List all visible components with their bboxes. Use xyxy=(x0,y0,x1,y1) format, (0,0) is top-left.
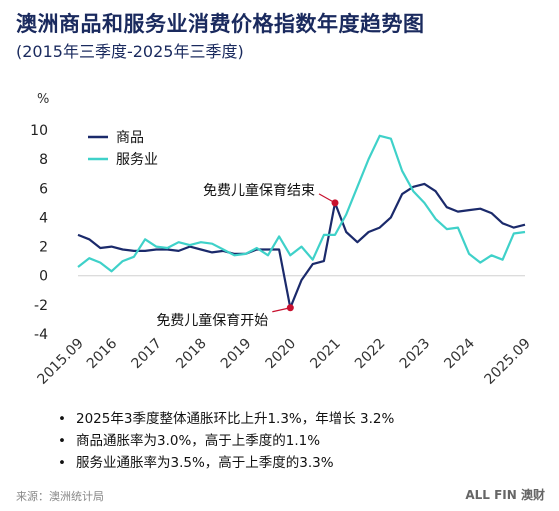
annotation-marker xyxy=(286,304,294,312)
note-item: 2025年3季度整体通胀环比上升1.3%，年增长 3.2% xyxy=(58,408,394,430)
notes-list: 2025年3季度整体通胀环比上升1.3%，年增长 3.2% 商品通胀率为3.0%… xyxy=(58,408,394,474)
legend-label: 商品 xyxy=(116,130,144,146)
annotation-label: 免费儿童保育开始 xyxy=(156,312,268,329)
note-item: 服务业通胀率为3.5%，高于上季度的3.3% xyxy=(58,452,394,474)
x-tick-label: 2024 xyxy=(441,335,478,372)
y-tick-label: 10 xyxy=(30,123,48,139)
x-tick-label: 2021 xyxy=(307,336,344,373)
x-tick-label: 2016 xyxy=(84,335,121,372)
x-tick-label: 2023 xyxy=(397,336,434,373)
y-tick-label: -4 xyxy=(34,327,48,343)
y-tick-label: 2 xyxy=(39,240,48,256)
x-tick-label: 2020 xyxy=(263,336,300,373)
note-item: 商品通胀率为3.0%，高于上季度的1.1% xyxy=(58,430,394,452)
x-tick-label: 2017 xyxy=(129,336,166,373)
y-tick-label: 0 xyxy=(39,269,48,285)
series-line-goods xyxy=(77,182,526,309)
y-tick-label: 4 xyxy=(39,210,48,226)
source-label: 来源：澳洲统计局 xyxy=(16,490,104,503)
x-tick-label: 2018 xyxy=(173,336,210,373)
x-tick-label: 2015.09 xyxy=(35,336,87,388)
annotation-label: 免费儿童保育结束 xyxy=(203,182,315,199)
x-tick-label: 2019 xyxy=(218,336,255,373)
page-subtitle: (2015年三季度-2025年三季度) xyxy=(16,42,244,61)
y-tick-label: 6 xyxy=(39,181,48,197)
x-tick-label: 2022 xyxy=(352,336,389,373)
y-unit-label: % xyxy=(37,92,50,107)
page-title: 澳洲商品和服务业消费价格指数年度趋势图 xyxy=(16,12,425,36)
legend-label: 服务业 xyxy=(116,152,158,168)
y-tick-label: -2 xyxy=(34,298,48,314)
y-tick-label: 8 xyxy=(39,152,48,168)
series-line-services xyxy=(77,134,526,273)
brand-logo: ALL FIN 澳财 xyxy=(465,488,545,502)
annotation-marker xyxy=(331,199,339,207)
x-tick-label: 2025.09 xyxy=(482,336,534,388)
